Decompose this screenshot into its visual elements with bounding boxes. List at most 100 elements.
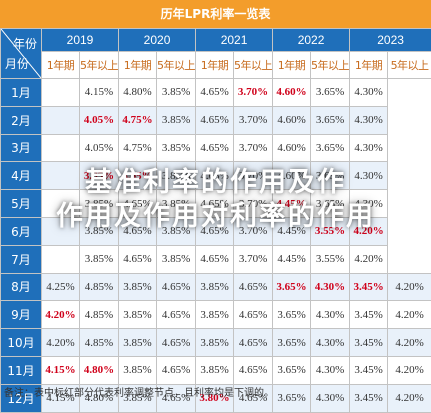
term-header: 1年期 xyxy=(119,52,157,79)
rate-cell: 4.30% xyxy=(311,329,350,357)
rate-cell: 4.20% xyxy=(350,245,388,273)
rate-cell: 3.65% xyxy=(273,384,311,412)
rate-cell: 4.65% xyxy=(196,106,234,134)
rate-cell: 4.45% xyxy=(273,245,311,273)
corner-year-label: 年份 xyxy=(13,35,37,52)
rate-cell: 3.85% xyxy=(157,162,196,190)
rate-cell: 3.65% xyxy=(273,329,311,357)
rate-cell: 4.65% xyxy=(196,190,234,218)
rate-cell: 3.65% xyxy=(311,79,350,107)
rate-cell: 3.85% xyxy=(196,273,234,301)
rate-cell: 3.45% xyxy=(350,273,388,301)
rate-cell: 3.65% xyxy=(273,301,311,329)
rate-cell: 3.70% xyxy=(234,79,273,107)
rate-cell: 4.75% xyxy=(119,106,157,134)
rate-cell: 4.65% xyxy=(196,245,234,273)
rate-cell: 3.85% xyxy=(119,301,157,329)
rate-cell: 4.80% xyxy=(119,79,157,107)
rate-cell: 4.65% xyxy=(234,329,273,357)
rate-cell: 4.65% xyxy=(119,162,157,190)
rate-cell xyxy=(42,79,80,107)
rate-cell: 4.85% xyxy=(80,301,119,329)
month-label: 3月 xyxy=(1,134,42,162)
rate-cell: 3.45% xyxy=(350,356,388,384)
rate-cell: 4.80% xyxy=(80,356,119,384)
rate-cell: 3.85% xyxy=(157,245,196,273)
rate-cell: 4.20% xyxy=(388,329,431,357)
rate-cell: 3.70% xyxy=(234,217,273,245)
rate-cell: 4.65% xyxy=(196,134,234,162)
rate-cell: 4.65% xyxy=(157,329,196,357)
rate-cell: 4.65% xyxy=(157,273,196,301)
term-header: 1年期 xyxy=(273,52,311,79)
rate-cell: 4.65% xyxy=(196,79,234,107)
rate-cell: 3.65% xyxy=(311,106,350,134)
rate-cell: 4.65% xyxy=(157,301,196,329)
footnote: 备注：表中标红部分代表利率调整节点，且利率均是下调的。 xyxy=(4,384,274,399)
year-header: 2020 xyxy=(119,29,196,52)
rate-cell: 4.30% xyxy=(350,190,388,218)
rate-cell xyxy=(42,245,80,273)
rate-cell: 3.85% xyxy=(119,329,157,357)
rate-cell: 3.85% xyxy=(157,217,196,245)
rate-cell: 4.20% xyxy=(388,356,431,384)
rate-cell: 3.70% xyxy=(234,190,273,218)
rate-cell: 4.65% xyxy=(196,162,234,190)
rate-cell: 3.70% xyxy=(234,162,273,190)
rate-cell: 3.65% xyxy=(273,356,311,384)
rate-cell: 4.20% xyxy=(388,301,431,329)
corner-month-label: 月份 xyxy=(5,55,29,72)
rate-cell: 4.30% xyxy=(350,106,388,134)
rate-cell: 4.45% xyxy=(273,190,311,218)
month-label: 10月 xyxy=(1,329,42,357)
rate-cell: 3.65% xyxy=(311,162,350,190)
rate-cell: 4.30% xyxy=(311,356,350,384)
rate-cell: 4.30% xyxy=(311,273,350,301)
rate-cell: 3.55% xyxy=(311,217,350,245)
month-label: 1月 xyxy=(1,79,42,107)
rate-cell: 3.70% xyxy=(234,106,273,134)
rate-cell: 4.65% xyxy=(234,356,273,384)
rate-cell: 4.85% xyxy=(80,273,119,301)
month-label: 9月 xyxy=(1,301,42,329)
month-label: 5月 xyxy=(1,190,42,218)
rate-cell: 4.65% xyxy=(234,301,273,329)
rate-cell: 3.70% xyxy=(234,245,273,273)
rate-cell: 3.65% xyxy=(311,134,350,162)
rate-cell: 3.85% xyxy=(119,356,157,384)
rate-cell: 4.65% xyxy=(119,217,157,245)
rate-cell: 3.85% xyxy=(196,329,234,357)
term-header: 1年期 xyxy=(42,52,80,79)
rate-cell: 3.85% xyxy=(196,301,234,329)
rate-cell: 3.85% xyxy=(80,245,119,273)
rate-cell: 4.60% xyxy=(273,162,311,190)
rate-cell: 3.85% xyxy=(157,190,196,218)
term-header: 1年期 xyxy=(350,52,388,79)
table-title: 历年LPR利率一览表 xyxy=(0,0,431,28)
rate-cell xyxy=(42,134,80,162)
rate-cell: 4.05% xyxy=(80,106,119,134)
month-label: 4月 xyxy=(1,162,42,190)
year-header: 2022 xyxy=(273,29,350,52)
term-header: 5年以上 xyxy=(157,52,196,79)
rate-cell: 4.20% xyxy=(350,217,388,245)
year-header: 2019 xyxy=(42,29,119,52)
rate-cell: 3.65% xyxy=(273,273,311,301)
rate-cell: 3.45% xyxy=(350,384,388,412)
rate-cell: 3.85% xyxy=(80,217,119,245)
rate-cell: 3.45% xyxy=(350,301,388,329)
rate-cell: 4.25% xyxy=(42,273,80,301)
rate-cell: 3.85% xyxy=(157,79,196,107)
rate-cell: 4.30% xyxy=(350,162,388,190)
rate-cell: 4.60% xyxy=(273,79,311,107)
month-label: 6月 xyxy=(1,217,42,245)
rate-cell xyxy=(42,106,80,134)
term-header: 5年以上 xyxy=(388,52,431,79)
term-header: 5年以上 xyxy=(311,52,350,79)
